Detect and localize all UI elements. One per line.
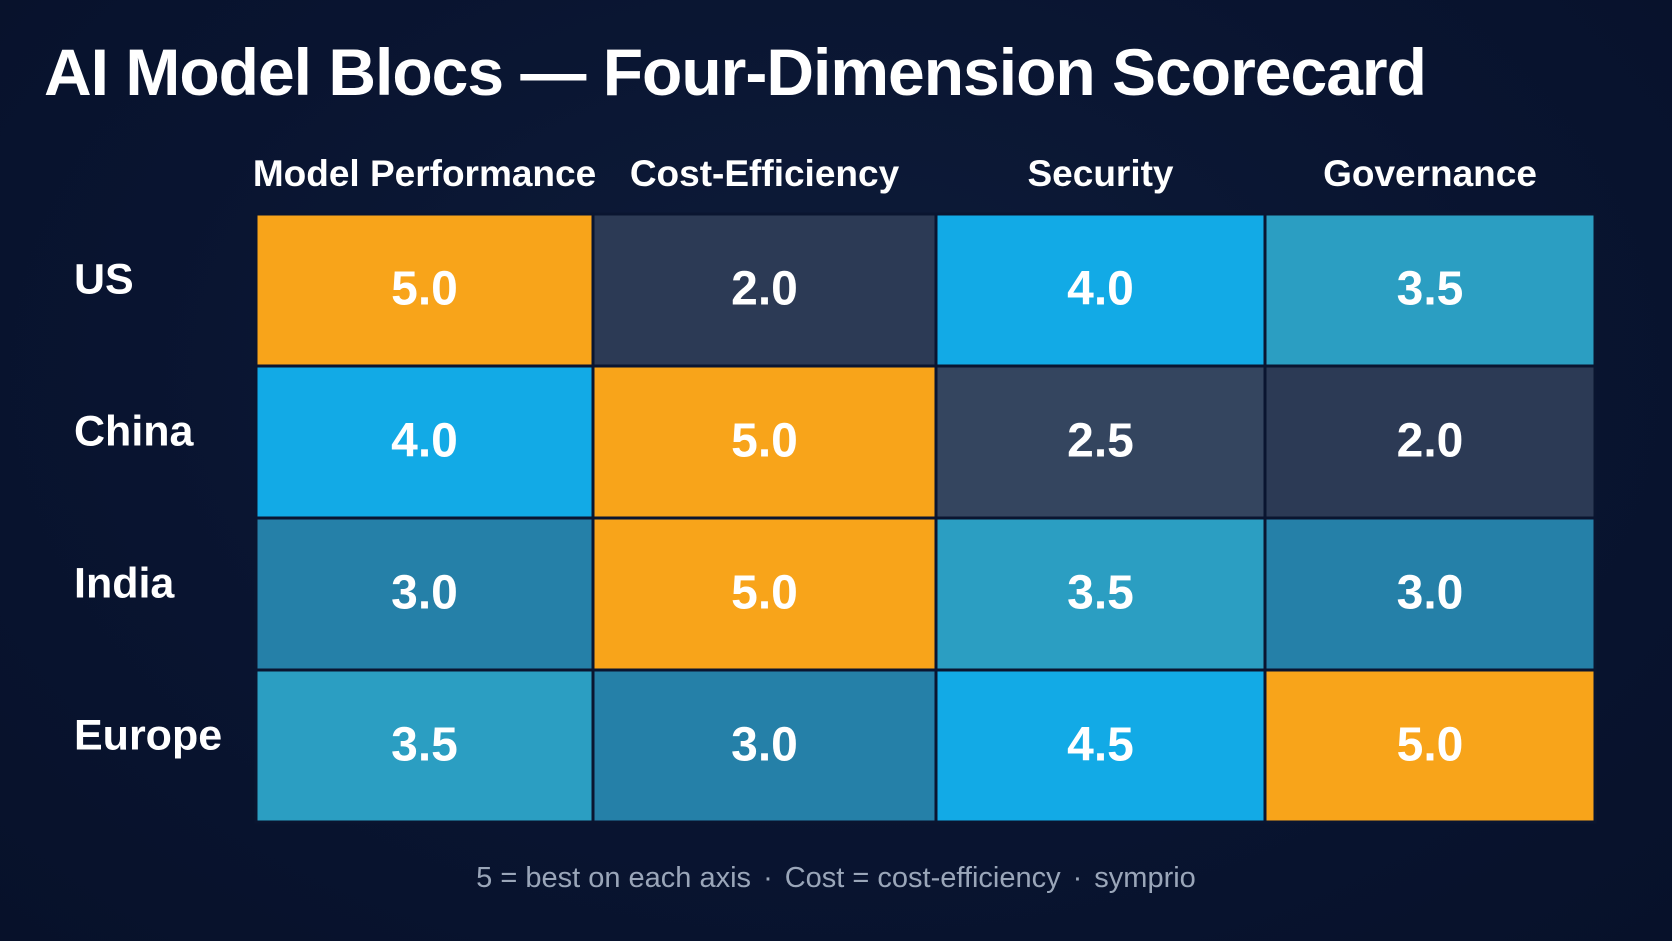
- cell-value-label: 3.0: [1397, 567, 1464, 620]
- row-label-europe: Europe: [74, 711, 222, 759]
- heatmap-cell-europe-security: [934, 668, 1267, 824]
- footnote-cost-note: Cost = cost-efficiency: [784, 862, 1061, 894]
- cell-value-label: 3.5: [391, 719, 458, 772]
- heatmap-cell-us-security: [934, 212, 1267, 368]
- heatmap-cell-china-governance: [1263, 364, 1597, 520]
- footnote: 5 = best on each axis · Cost = cost-effici…: [0, 862, 1672, 895]
- row-label-china: China: [74, 407, 195, 455]
- column-labels: Model Performance Cost-Efficiency Security…: [253, 153, 1537, 194]
- row-label-us: US: [74, 255, 134, 303]
- cell-value-label: 5.0: [1397, 719, 1464, 772]
- cell-value-label: 5.0: [731, 567, 798, 620]
- column-label-security: Security: [1027, 153, 1173, 194]
- cell-value-label: 2.0: [731, 263, 798, 316]
- cell-value-label: 3.5: [1067, 567, 1134, 620]
- column-label-governance: Governance: [1323, 153, 1537, 194]
- cell-value-label: 3.0: [391, 567, 458, 620]
- footnote-scale-note: 5 = best on each axis: [476, 862, 752, 894]
- footnote-separator: ·: [763, 862, 773, 894]
- heatmap-cell-europe-governance: [1263, 668, 1597, 824]
- heatmap-cell-india-cost-efficiency: [591, 516, 938, 672]
- row-label-india: India: [74, 559, 175, 607]
- cell-value-label: 4.5: [1067, 719, 1134, 772]
- heatmap-cells: 5.0 2.0 4.0 3.5 4.0 5.0 2.5 2.0 3.0 5.0 3.5 3.0 3.5 3…: [254, 212, 1597, 824]
- cell-value-label: 4.0: [391, 415, 458, 468]
- cell-value-label: 3.5: [1397, 263, 1464, 316]
- column-label-model-performance: Model Performance: [253, 153, 596, 194]
- cell-value-label: 2.5: [1067, 415, 1134, 468]
- cell-value-label: 5.0: [731, 415, 798, 468]
- heatmap-cell-europe-cost-efficiency: [591, 668, 938, 824]
- footnote-separator: ·: [1072, 862, 1083, 894]
- row-labels: US China India Europe: [74, 255, 222, 759]
- chart-title: AI Model Blocs — Four-Dimension Scorecar…: [44, 35, 1427, 109]
- heatmap-cell-us-cost-efficiency: [591, 212, 938, 368]
- heatmap-cell-india-governance: [1263, 516, 1597, 672]
- column-label-cost-efficiency: Cost-Efficiency: [630, 153, 900, 194]
- cell-value-label: 3.0: [731, 719, 798, 772]
- footnote-brand: symprio: [1094, 862, 1196, 894]
- heatmap-cell-us-model-performance: [254, 212, 595, 368]
- cell-value-label: 5.0: [391, 263, 458, 316]
- heatmap-cell-europe-model-performance: [254, 668, 595, 824]
- heatmap-cell-china-security: [934, 364, 1267, 520]
- cell-value-label: 2.0: [1397, 415, 1464, 468]
- cell-value-label: 4.0: [1067, 263, 1134, 316]
- heatmap-cell-india-model-performance: [254, 516, 595, 672]
